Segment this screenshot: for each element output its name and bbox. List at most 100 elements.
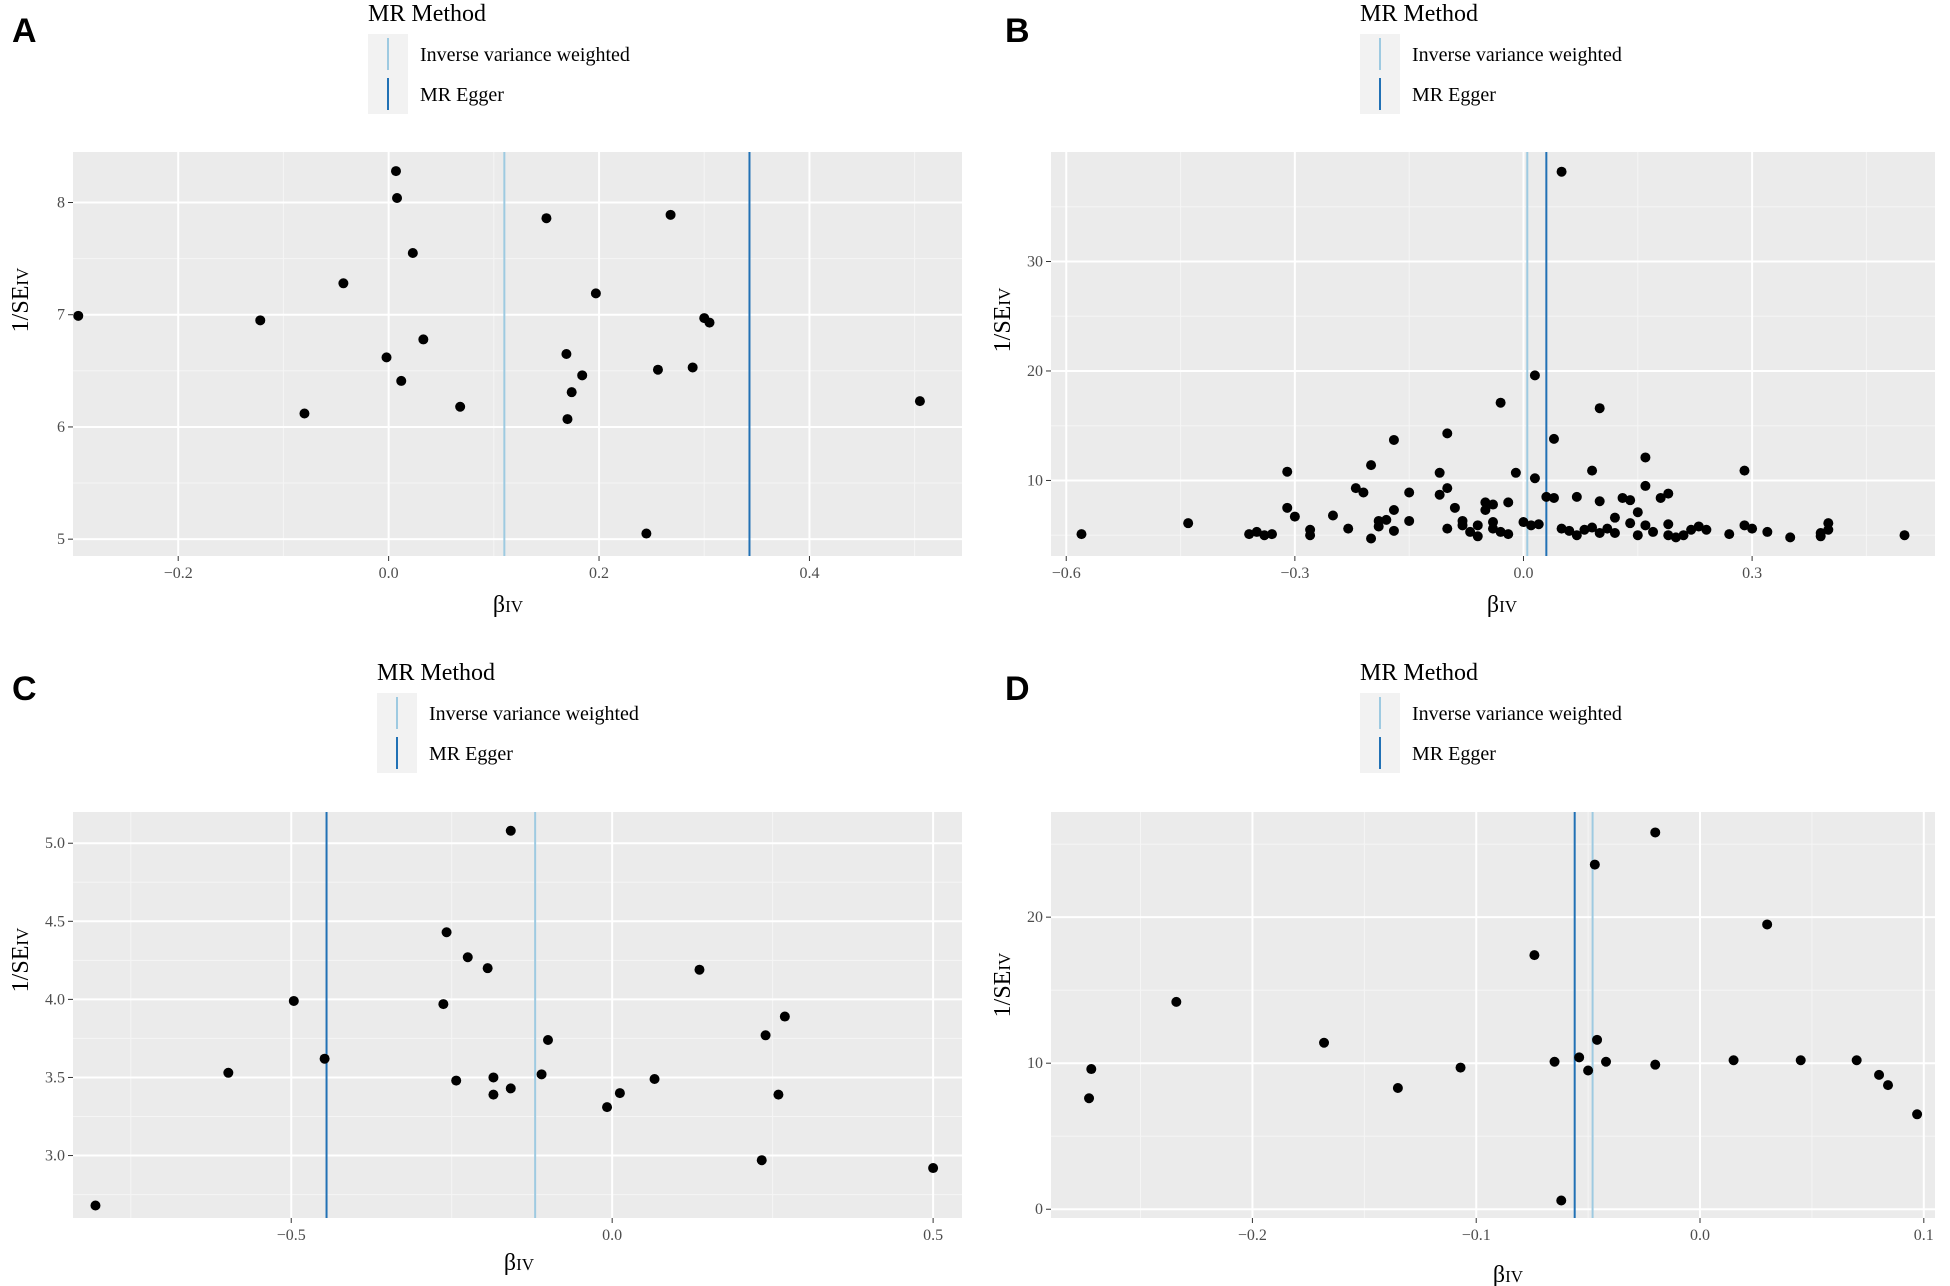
data-point bbox=[482, 963, 493, 974]
data-point bbox=[1076, 529, 1087, 540]
data-point bbox=[1663, 519, 1674, 530]
data-point bbox=[779, 1011, 790, 1022]
data-point bbox=[1366, 533, 1377, 544]
data-point bbox=[1571, 491, 1582, 502]
data-point bbox=[390, 166, 401, 177]
data-point bbox=[1663, 488, 1674, 499]
data-point bbox=[1617, 492, 1628, 503]
data-point bbox=[1171, 996, 1182, 1007]
data-point bbox=[90, 1200, 101, 1211]
data-point bbox=[1815, 528, 1826, 539]
data-point bbox=[561, 349, 572, 359]
data-point bbox=[1518, 517, 1529, 528]
data-point bbox=[1823, 524, 1834, 535]
data-point bbox=[455, 401, 466, 412]
data-point bbox=[338, 278, 349, 289]
data-point bbox=[914, 396, 925, 407]
data-point bbox=[438, 999, 449, 1010]
data-point bbox=[1762, 526, 1773, 537]
y-tick-label: 10 bbox=[1027, 1055, 1043, 1072]
data-point bbox=[614, 1088, 625, 1099]
x-tick-label: 0.1 bbox=[1914, 1227, 1934, 1244]
data-point bbox=[1556, 1195, 1567, 1206]
data-point bbox=[1442, 523, 1453, 534]
data-point bbox=[1495, 397, 1506, 408]
x-tick-label: −0.6 bbox=[1052, 565, 1081, 582]
data-point bbox=[1747, 523, 1758, 534]
y-axis-label: 1/SEIV bbox=[990, 952, 1016, 1017]
data-point bbox=[1556, 166, 1567, 177]
panel-letter: C bbox=[12, 670, 37, 708]
data-point bbox=[1455, 1062, 1466, 1073]
x-tick-label: 0.0 bbox=[1513, 565, 1533, 582]
data-point bbox=[488, 1089, 499, 1100]
panel-A: A −0.2 0.0 0.2 0.4 5 6 7 8 bbox=[12, 12, 962, 582]
x-axis-label: βIV bbox=[1487, 592, 1518, 618]
panel-B: B −0.6 −0.3 0.0 0.3 10 20 30 bbox=[1005, 12, 1935, 582]
data-point bbox=[1244, 529, 1255, 540]
data-point bbox=[1678, 530, 1689, 541]
data-point bbox=[1609, 528, 1620, 539]
y-tick-label: 7 bbox=[57, 307, 65, 324]
data-point bbox=[1259, 530, 1270, 541]
data-point bbox=[1251, 526, 1262, 537]
data-point bbox=[319, 1053, 330, 1064]
x-tick-label: 0.2 bbox=[589, 565, 609, 582]
data-point bbox=[649, 1074, 660, 1085]
legend-title: MR Method bbox=[1360, 660, 1478, 686]
legend-label: MR Egger bbox=[429, 743, 513, 765]
data-point bbox=[1548, 492, 1559, 503]
data-point bbox=[652, 364, 663, 375]
data-point bbox=[223, 1067, 234, 1078]
data-point bbox=[1762, 919, 1773, 930]
data-point bbox=[299, 408, 310, 419]
x-tick-label: −0.2 bbox=[1238, 1227, 1267, 1244]
data-point bbox=[566, 387, 577, 398]
panel-letter: B bbox=[1005, 12, 1030, 50]
data-point bbox=[541, 213, 552, 224]
data-point bbox=[1541, 491, 1552, 502]
legend-label: Inverse variance weighted bbox=[1412, 703, 1622, 725]
data-point bbox=[1583, 1065, 1594, 1076]
data-point bbox=[505, 1083, 516, 1094]
legend-label: MR Egger bbox=[1412, 743, 1496, 765]
x-tick-label: 0.0 bbox=[1690, 1227, 1710, 1244]
legend-label: Inverse variance weighted bbox=[420, 44, 630, 66]
data-point bbox=[1874, 1069, 1885, 1080]
data-point bbox=[1449, 502, 1460, 513]
data-point bbox=[1319, 1037, 1330, 1048]
x-tick-label: 0.0 bbox=[379, 565, 399, 582]
legend-label: Inverse variance weighted bbox=[1412, 44, 1622, 66]
data-point bbox=[1480, 497, 1491, 508]
data-point bbox=[1785, 532, 1796, 543]
plot-background bbox=[1051, 152, 1935, 556]
data-point bbox=[1472, 520, 1483, 531]
data-point bbox=[1548, 433, 1559, 444]
data-point bbox=[1650, 1059, 1661, 1070]
data-point bbox=[1663, 530, 1674, 541]
panel-letter: D bbox=[1005, 670, 1030, 708]
legend-D: MR Method Inverse variance weighted MR Egg… bbox=[1360, 660, 1622, 773]
legend-label: MR Egger bbox=[1412, 84, 1496, 106]
y-tick-label: 20 bbox=[1027, 363, 1043, 380]
y-tick-label: 20 bbox=[1027, 909, 1043, 926]
data-point bbox=[392, 193, 403, 204]
x-tick-label: −0.3 bbox=[1280, 565, 1309, 582]
data-point bbox=[760, 1030, 771, 1041]
y-axis-label: 1/SEIV bbox=[8, 927, 34, 992]
data-point bbox=[1465, 526, 1476, 537]
data-point bbox=[1503, 529, 1514, 540]
data-point bbox=[462, 952, 473, 963]
x-axis-label: βIV bbox=[493, 592, 524, 618]
data-point bbox=[1388, 505, 1399, 516]
data-point bbox=[1373, 521, 1384, 532]
data-point bbox=[1594, 528, 1605, 539]
data-point bbox=[288, 995, 299, 1006]
data-point bbox=[1739, 465, 1750, 476]
plot-background bbox=[1051, 812, 1935, 1218]
data-point bbox=[1381, 514, 1392, 525]
data-point bbox=[1404, 515, 1415, 526]
data-point bbox=[1529, 370, 1540, 381]
data-point bbox=[1625, 518, 1636, 529]
